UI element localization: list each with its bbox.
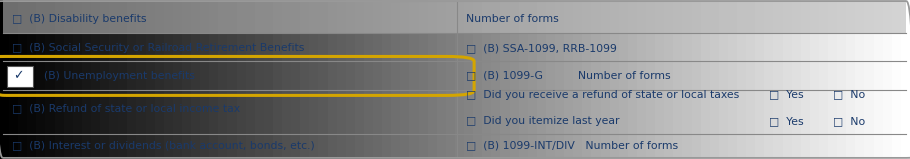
Text: (B) Unemployment benefits: (B) Unemployment benefits (44, 71, 195, 80)
Text: □  (B) SSA-1099, RRB-1099: □ (B) SSA-1099, RRB-1099 (466, 44, 617, 53)
Text: □  (B) Disability benefits: □ (B) Disability benefits (12, 14, 147, 24)
Text: □  Yes: □ Yes (769, 90, 804, 100)
Text: □  No: □ No (833, 90, 864, 100)
Text: □  (B) 1099-INT/DIV   Number of forms: □ (B) 1099-INT/DIV Number of forms (466, 141, 678, 150)
Text: □  No: □ No (833, 116, 864, 126)
Text: □  (B) 1099-G          Number of forms: □ (B) 1099-G Number of forms (466, 71, 671, 80)
Text: □  Did you itemize last year: □ Did you itemize last year (466, 116, 620, 126)
Text: □  Did you receive a refund of state or local taxes: □ Did you receive a refund of state or l… (466, 90, 739, 100)
Bar (7, 66, 33, 87)
Bar (3, 0, 906, 33)
Text: □  Yes: □ Yes (769, 116, 804, 126)
Text: □  (B) Interest or dividends (bank account, bonds, etc.): □ (B) Interest or dividends (bank accoun… (12, 141, 315, 150)
Text: Number of forms: Number of forms (466, 14, 559, 24)
Text: ✓: ✓ (13, 69, 24, 82)
Text: □  (B) Social Security or Railroad Retirement Benefits: □ (B) Social Security or Railroad Retire… (12, 44, 304, 53)
Text: □  (B) Refund of state or local income tax: □ (B) Refund of state or local income ta… (12, 103, 240, 113)
